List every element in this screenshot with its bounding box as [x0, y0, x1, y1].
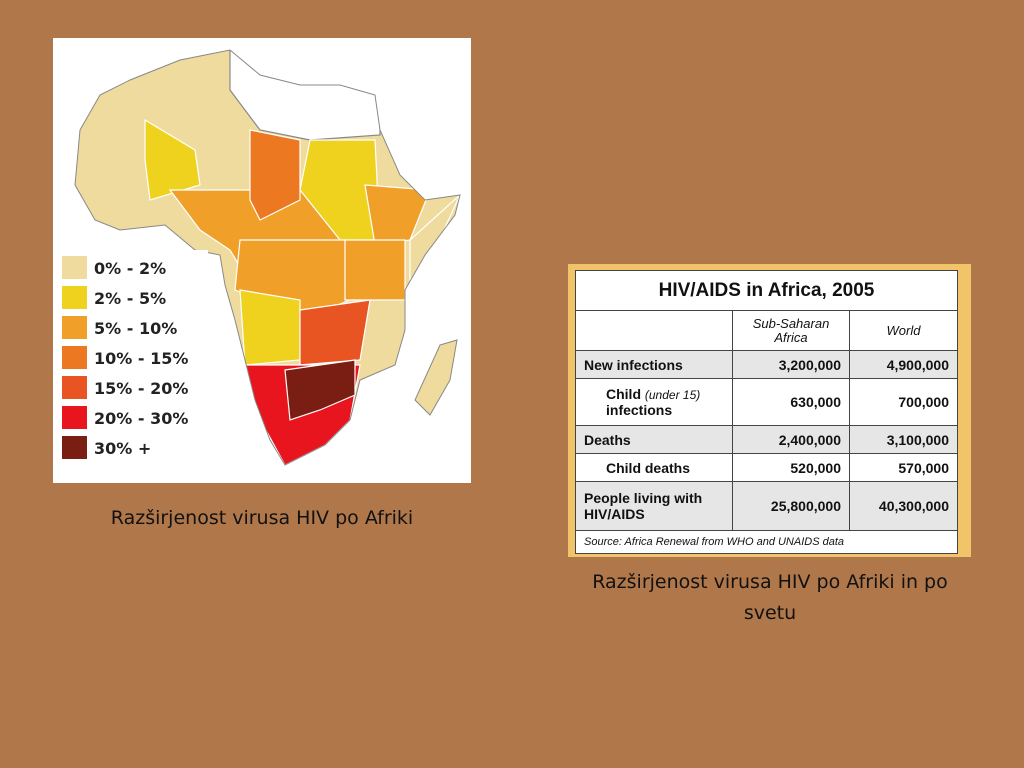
row-label-text: Child — [606, 386, 641, 402]
empty-header — [575, 310, 733, 351]
cell: 630,000 — [732, 378, 850, 426]
legend-swatch — [62, 406, 87, 429]
legend-swatch — [62, 346, 87, 369]
legend-label: 30% + — [94, 439, 151, 458]
legend-swatch — [62, 256, 87, 279]
cell: 25,800,000 — [732, 481, 850, 531]
map-caption: Razširjenost virusa HIV po Afriki — [110, 507, 414, 529]
cell: 40,300,000 — [849, 481, 958, 531]
column-header: Sub-Saharan Africa — [732, 310, 850, 351]
cell: 570,000 — [849, 453, 958, 482]
legend-label: 20% - 30% — [94, 409, 188, 428]
africa-map: 0% - 2% 2% - 5% 5% - 10% 10% - 15% 15% - 20%… — [53, 38, 471, 483]
table-frame: HIV/AIDS in Africa, 2005 Sub-Saharan Afr… — [568, 264, 971, 557]
row-label: Deaths — [575, 425, 733, 454]
legend-swatch — [62, 286, 87, 309]
legend-label: 15% - 20% — [94, 379, 188, 398]
legend-swatch — [62, 436, 87, 459]
legend-label: 0% - 2% — [94, 259, 166, 278]
row-label: New infections — [575, 350, 733, 379]
legend-label: 5% - 10% — [94, 319, 177, 338]
row-label-text: infections — [606, 402, 673, 418]
legend: 0% - 2% 2% - 5% 5% - 10% 10% - 15% 15% - 20%… — [62, 256, 188, 459]
cell: 2,400,000 — [732, 425, 850, 454]
table-source: Source: Africa Renewal from WHO and UNAI… — [575, 530, 958, 554]
cell: 4,900,000 — [849, 350, 958, 379]
legend-swatch — [62, 316, 87, 339]
legend-label: 2% - 5% — [94, 289, 166, 308]
table-caption: Razširjenost virusa HIV po Afriki in po … — [592, 571, 948, 624]
cell: 700,000 — [849, 378, 958, 426]
legend-label: 10% - 15% — [94, 349, 188, 368]
row-label: People living with HIV/AIDS — [575, 481, 733, 531]
row-label: Child (under 15) infections — [575, 378, 733, 426]
cell: 3,200,000 — [732, 350, 850, 379]
column-header: World — [849, 310, 958, 351]
cell: 3,100,000 — [849, 425, 958, 454]
row-note: (under 15) — [644, 388, 701, 402]
legend-swatch — [62, 376, 87, 399]
table-title: HIV/AIDS in Africa, 2005 — [575, 270, 958, 311]
cell: 520,000 — [732, 453, 850, 482]
row-label: Child deaths — [575, 453, 733, 482]
hiv-table: HIV/AIDS in Africa, 2005 Sub-Saharan Afr… — [575, 270, 958, 554]
